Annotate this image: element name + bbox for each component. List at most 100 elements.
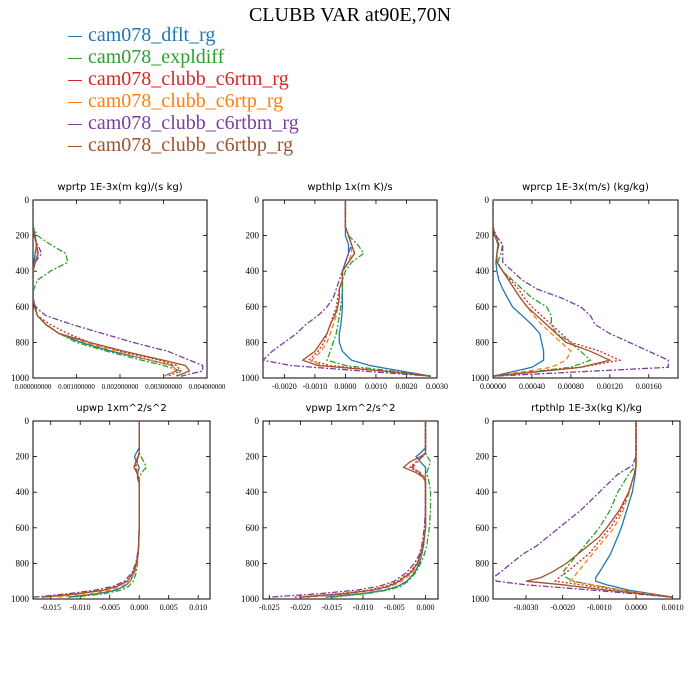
x-tick-label: -0.020 [290, 603, 311, 612]
series-line [493, 200, 669, 377]
x-tick-label: 0.00000 [480, 382, 506, 391]
x-tick-label: 0.004000000 [189, 383, 226, 391]
panel-frame [262, 420, 439, 600]
panel-frame [492, 420, 681, 600]
y-tick-label: 200 [246, 231, 260, 241]
y-tick-label: 800 [16, 558, 30, 568]
y-tick-label: 200 [476, 231, 490, 241]
series-line [56, 421, 140, 598]
x-tick-label: -0.015 [40, 603, 61, 612]
series-line [331, 421, 432, 598]
series-line [553, 421, 673, 598]
x-tick-label: 0.000 [130, 603, 148, 612]
y-tick-label: 600 [246, 302, 260, 312]
series-line [307, 200, 431, 377]
y-tick-label: 600 [476, 523, 490, 533]
x-tick-label: -0.0010 [587, 603, 612, 612]
series-line [33, 200, 178, 377]
x-tick-label: 0.0030 [426, 382, 448, 391]
x-tick-label: 0.00040 [519, 382, 545, 391]
y-tick-label: 400 [16, 487, 30, 497]
series-line [68, 421, 140, 598]
series-line [493, 200, 592, 377]
y-tick-label: 800 [246, 558, 260, 568]
y-tick-label: 600 [246, 523, 260, 533]
y-tick-label: 0 [485, 416, 490, 426]
y-tick-label: 200 [476, 452, 490, 462]
x-tick-label: 0.0010 [365, 382, 387, 391]
x-tick-label: 0.003000000 [145, 383, 182, 391]
y-tick-label: 0 [255, 195, 260, 205]
y-tick-label: 1000 [471, 594, 490, 604]
legend-label: cam078_expldiff [88, 46, 225, 68]
series-line [338, 200, 432, 377]
y-tick-label: 800 [476, 337, 490, 347]
x-tick-label: 0.0010 [662, 603, 684, 612]
legend-item: cam078_clubb_c6rtbp_rg [68, 134, 299, 156]
y-tick-label: 400 [476, 487, 490, 497]
series-line [33, 421, 140, 598]
panel-title: rtpthlp 1E-3x(kg K)/kg [531, 403, 642, 414]
legend-label: cam078_clubb_c6rtp_rg [88, 90, 284, 112]
y-tick-label: 400 [16, 266, 30, 276]
series-line [269, 421, 427, 598]
x-tick-label: 0.002000000 [102, 383, 139, 391]
y-tick-label: 0 [255, 416, 260, 426]
panel-frame [32, 199, 208, 379]
legend-swatch [68, 101, 82, 103]
x-tick-label: -0.010 [70, 603, 91, 612]
y-tick-label: 600 [476, 302, 490, 312]
legend-label: cam078_clubb_c6rtbm_rg [88, 112, 299, 134]
series-line [595, 421, 673, 598]
legend-swatch [68, 57, 82, 59]
y-tick-label: 1000 [471, 373, 490, 383]
series-line [44, 421, 140, 598]
chart-panel: wpthlp 1x(m K)/s 0 200 400 600 800 1000 -0.0020… [241, 182, 448, 391]
series-line [525, 421, 673, 598]
chart-panel: rtpthlp 1E-3x(kg K)/kg 0 200 400 600 800 1000 -… [471, 403, 684, 612]
series-line [568, 421, 673, 598]
y-tick-label: 1000 [11, 594, 30, 604]
x-tick-label: 0.0000 [625, 603, 647, 612]
y-tick-label: 200 [16, 231, 30, 241]
series-line [493, 200, 572, 377]
x-tick-label: 0.010 [189, 603, 207, 612]
x-tick-label: 0.00080 [558, 382, 584, 391]
x-tick-label: -0.005 [384, 603, 405, 612]
x-tick-label: -0.010 [353, 603, 374, 612]
series-line [33, 200, 178, 377]
panel-title: wprcp 1E-3x(m/s) (kg/kg) [522, 182, 649, 193]
x-tick-label: 0.000000000 [15, 383, 52, 391]
x-tick-label: -0.0020 [550, 603, 575, 612]
y-tick-label: 200 [16, 452, 30, 462]
series-line [33, 200, 182, 377]
legend-label: cam078_dflt_rg [88, 24, 216, 46]
series-line [326, 200, 431, 377]
series-line [493, 200, 622, 377]
legend-label: cam078_clubb_c6rtbp_rg [88, 134, 294, 156]
x-tick-label: -0.025 [259, 603, 280, 612]
x-tick-label: 0.00120 [597, 382, 623, 391]
y-tick-label: 800 [476, 558, 490, 568]
legend-swatch [68, 35, 82, 37]
figure-title: CLUBB VAR at90E,70N [248, 4, 452, 26]
legend-swatch [68, 145, 82, 147]
y-tick-label: 400 [246, 487, 260, 497]
legend: cam078_dflt_rg cam078_expldiff cam078_cl… [68, 24, 299, 156]
y-tick-label: 400 [476, 266, 490, 276]
chart-panel: wprtp 1E-3x(m kg)/(s kg) 0 200 400 600 800 100… [11, 182, 226, 391]
series-line [41, 421, 140, 598]
y-tick-label: 0 [485, 195, 490, 205]
series-line [33, 200, 191, 377]
legend-item: cam078_clubb_c6rtbm_rg [68, 112, 299, 134]
y-tick-label: 0 [25, 416, 30, 426]
x-tick-label: 0.00160 [636, 382, 662, 391]
y-tick-label: 800 [246, 337, 260, 347]
series-line [561, 421, 673, 598]
x-tick-label: -0.0020 [272, 382, 297, 391]
legend-item: cam078_clubb_c6rtm_rg [68, 68, 299, 90]
series-line [301, 200, 431, 377]
panel-frame [262, 199, 438, 379]
panel-title: vpwp 1xm^2/s^2 [305, 403, 395, 414]
y-tick-label: 1000 [11, 373, 30, 383]
